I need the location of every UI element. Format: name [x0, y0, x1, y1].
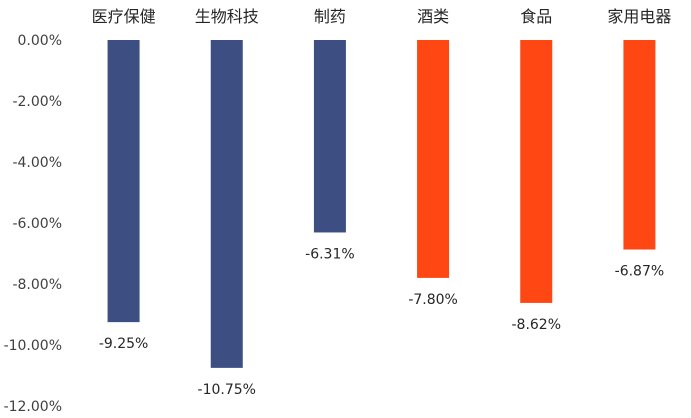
bar [623, 40, 656, 250]
y-tick-label: -12.00% [4, 399, 62, 415]
bar [107, 40, 140, 323]
data-label: -6.87% [615, 264, 665, 280]
y-tick-label: -8.00% [12, 277, 62, 293]
data-labels: -9.25% -10.75% -6.31% -7.80% -8.62% -6.87% [99, 246, 664, 397]
bar [520, 40, 553, 303]
data-label: -7.80% [408, 292, 458, 308]
data-label: -9.25% [99, 336, 149, 352]
bar [313, 40, 346, 233]
y-tick-label: 0.00% [18, 33, 62, 49]
data-label: -10.75% [198, 382, 256, 398]
data-label: -8.62% [511, 317, 561, 333]
x-category-label: 生物科技 [195, 7, 259, 26]
x-category-label: 食品 [520, 7, 552, 26]
x-category-label: 家用电器 [607, 7, 671, 26]
y-tick-label: -2.00% [12, 94, 62, 110]
y-tick-label: -4.00% [12, 155, 62, 171]
bar [210, 40, 243, 368]
bar [417, 40, 450, 278]
data-label: -6.31% [305, 246, 355, 262]
x-category-label: 医疗保健 [92, 7, 156, 26]
x-category-label: 酒类 [417, 7, 449, 26]
bars [107, 40, 656, 368]
x-category-label: 制药 [314, 7, 346, 26]
y-tick-label: -6.00% [12, 216, 62, 232]
y-tick-label: -10.00% [4, 338, 62, 354]
x-axis: 医疗保健 生物科技 制药 酒类 食品 家用电器 [92, 7, 672, 26]
y-axis: 0.00% -2.00% -4.00% -6.00% -8.00% -10.00% -12.… [4, 33, 62, 415]
